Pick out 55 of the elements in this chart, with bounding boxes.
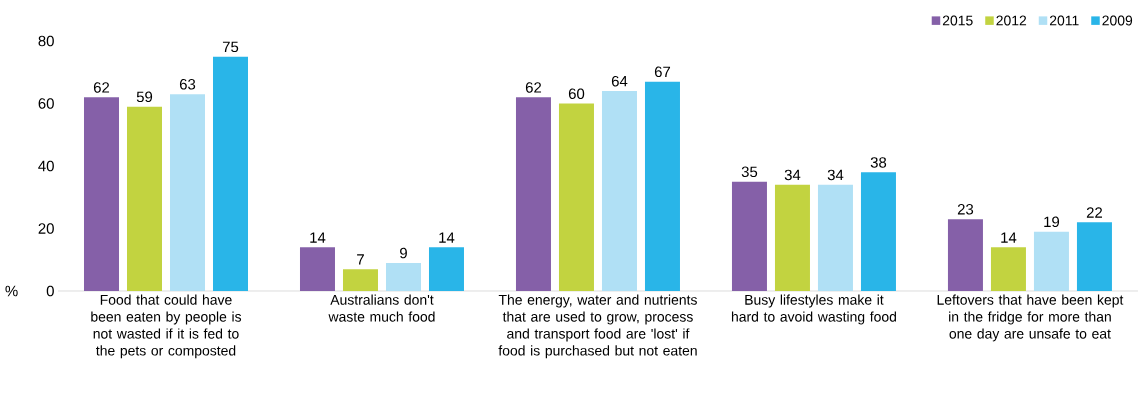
data-label: 7 — [357, 254, 364, 265]
data-label: 23 — [957, 204, 974, 215]
bar — [342, 269, 378, 291]
data-label: 63 — [179, 79, 196, 90]
data-label: 59 — [136, 91, 153, 103]
legend-label: 2009 — [1102, 15, 1133, 26]
data-label: 60 — [568, 88, 585, 99]
x-tick-label: Australians don't waste much food — [328, 294, 435, 322]
data-label: 19 — [1044, 216, 1060, 228]
data-label: 14 — [439, 232, 455, 243]
bar — [731, 181, 767, 291]
bar — [774, 184, 810, 291]
bar — [558, 103, 594, 291]
bar — [1076, 222, 1112, 291]
data-label: 34 — [784, 169, 801, 181]
y-tick-label: 80 — [38, 35, 54, 47]
bar — [170, 94, 205, 291]
legend-label: 2015 — [942, 15, 973, 26]
bar — [428, 247, 464, 291]
bar — [860, 172, 896, 291]
bar — [947, 219, 983, 291]
x-tick-label: Busy lifestyles make it hard to avoid wasting food — [731, 294, 896, 325]
legend-label: 2011 — [1049, 15, 1079, 26]
y-tick-label: 20 — [38, 223, 54, 234]
data-label: 22 — [1086, 207, 1103, 218]
bar — [385, 262, 421, 291]
bar — [601, 91, 637, 291]
y-tick-label: 40 — [38, 160, 54, 172]
x-tick-label: Food that could have been eaten by people is not wasted if it is fed to the pets or composted — [91, 294, 242, 359]
data-label: 62 — [525, 82, 542, 93]
bar — [1033, 231, 1069, 291]
x-tick-label: Leftovers that have been kept in the fridge for more than one day are unsafe to eat — [937, 294, 1124, 342]
data-label: 75 — [222, 41, 239, 53]
y-tick-label: 60 — [38, 98, 54, 109]
bar — [817, 184, 853, 291]
data-label: 35 — [741, 166, 758, 178]
data-label: 14 — [310, 232, 326, 243]
data-label: 64 — [611, 75, 628, 87]
bar — [83, 97, 119, 291]
data-label: 67 — [654, 66, 671, 78]
x-tick-label: The energy, water and nutrients that are used to grow, process and transport food are 'lost' if food is purchased but not eaten — [498, 294, 697, 359]
data-label: 62 — [93, 82, 110, 93]
bar — [299, 247, 335, 291]
bar — [644, 81, 680, 291]
data-label: 38 — [870, 157, 887, 168]
bar — [213, 56, 248, 291]
data-label: 14 — [1001, 232, 1017, 243]
data-label: 9 — [400, 247, 407, 259]
y-axis-title: % — [5, 285, 18, 297]
bar — [990, 247, 1026, 291]
bar — [127, 106, 162, 291]
bar — [515, 97, 551, 291]
data-label: 34 — [827, 169, 844, 181]
legend-label: 2012 — [996, 15, 1027, 26]
y-tick-label: 0 — [46, 285, 54, 297]
